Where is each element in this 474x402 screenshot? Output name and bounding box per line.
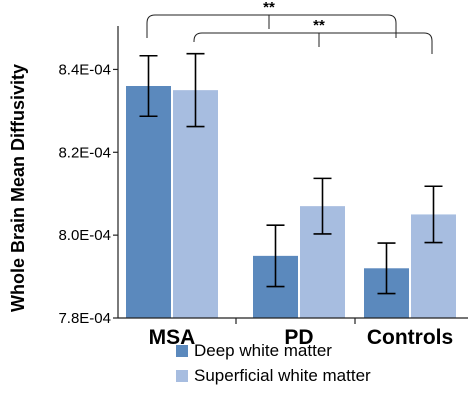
- error-bars-layer: [139, 52, 443, 295]
- legend-label: Deep white matter: [194, 341, 332, 360]
- x-tick-label: Controls: [367, 326, 453, 349]
- significance-bracket: [146, 14, 397, 38]
- bars-layer: [126, 86, 456, 319]
- x-tick-label: PD: [284, 326, 313, 349]
- error-bar: [139, 54, 158, 118]
- legend-swatch: [176, 345, 188, 357]
- error-bar: [313, 177, 332, 235]
- y-axis-title-group: Whole Brain Mean Diffusivity: [8, 64, 28, 312]
- y-tick-label: 8.2E-04: [58, 144, 111, 161]
- y-tick-label: 7.8E-04: [58, 310, 111, 327]
- bar-superficial-white-matter-msa: [173, 90, 218, 319]
- legend-item: Deep white matter: [176, 341, 332, 360]
- y-tick-label: 8.4E-04: [58, 61, 111, 78]
- error-bar: [424, 185, 443, 244]
- legend-swatch: [176, 370, 188, 382]
- significance-label: **: [263, 0, 275, 16]
- axes-layer: [117, 26, 468, 319]
- x-tick-label: MSA: [149, 326, 196, 349]
- error-bar: [266, 224, 285, 288]
- legend: Deep white matter Superficial white matte…: [176, 341, 371, 385]
- bar-deep-white-matter-msa: [126, 86, 171, 318]
- significance-layer: ** **: [146, 0, 433, 54]
- legend-item: Superficial white matter: [176, 366, 371, 385]
- y-tick-label: 8.0E-04: [58, 227, 111, 244]
- error-bar: [377, 242, 396, 295]
- y-axis-title: Whole Brain Mean Diffusivity: [8, 64, 28, 312]
- x-ticks-layer: MSA PD Controls: [149, 318, 453, 349]
- significance-label: **: [313, 17, 325, 34]
- y-ticks-layer: 7.8E-04 8.0E-04 8.2E-04 8.4E-04: [58, 61, 118, 327]
- error-bar: [186, 52, 205, 128]
- significance-bracket: [193, 32, 433, 54]
- legend-label: Superficial white matter: [194, 366, 371, 385]
